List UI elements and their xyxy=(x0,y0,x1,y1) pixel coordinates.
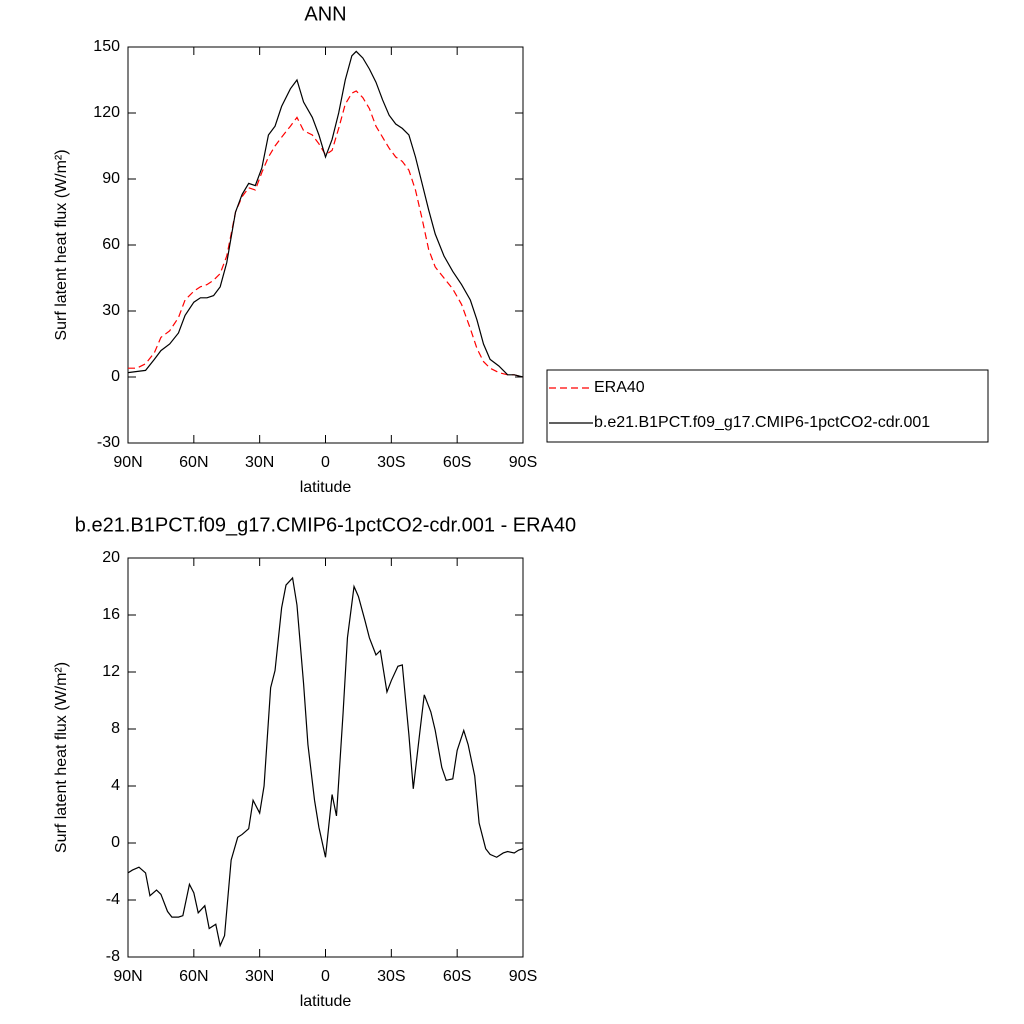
y-axis-label: Surf latent heat flux (W/m²) xyxy=(53,662,70,853)
legend-label: b.e21.B1PCT.f09_g17.CMIP6-1pctCO2-cdr.00… xyxy=(594,414,930,431)
data-line xyxy=(128,90,524,378)
y-tick-label: 0 xyxy=(111,368,120,385)
legend-box xyxy=(546,369,989,443)
x-tick-label: 60N xyxy=(179,454,208,471)
x-tick-label: 60N xyxy=(179,968,208,985)
x-tick-label: 30N xyxy=(245,968,274,985)
y-tick-label: 30 xyxy=(102,302,120,319)
y-tick-label: 150 xyxy=(93,38,120,55)
x-tick-label: 90N xyxy=(113,968,142,985)
data-line xyxy=(127,50,524,378)
x-tick-label: 90N xyxy=(113,454,142,471)
y-tick-label: -4 xyxy=(106,891,120,908)
y-tick-label: 8 xyxy=(111,720,120,737)
y-tick-label: 20 xyxy=(102,549,120,566)
y-tick-label: 90 xyxy=(102,170,120,187)
x-tick-label: 90S xyxy=(509,968,537,985)
chart-title: ANN xyxy=(304,3,346,25)
y-axis-label: Surf latent heat flux (W/m²) xyxy=(53,149,70,340)
y-tick-label: 12 xyxy=(102,663,120,680)
x-tick-label: 60S xyxy=(443,968,471,985)
plot-frame xyxy=(127,557,524,958)
y-tick-label: 16 xyxy=(102,606,120,623)
x-tick-label: 90S xyxy=(509,454,537,471)
x-axis-label: latitude xyxy=(300,479,352,496)
y-tick-label: 4 xyxy=(111,777,120,794)
data-line xyxy=(127,576,524,948)
y-tick-label: -30 xyxy=(97,434,120,451)
y-tick-label: 60 xyxy=(102,236,120,253)
x-tick-label: 30S xyxy=(377,968,405,985)
chart-title: b.e21.B1PCT.f09_g17.CMIP6-1pctCO2-cdr.00… xyxy=(75,514,576,536)
y-tick-label: 0 xyxy=(111,834,120,851)
plot-frame xyxy=(127,46,524,444)
y-tick-label: -8 xyxy=(106,948,120,965)
x-tick-label: 30S xyxy=(377,454,405,471)
y-tick-label: 120 xyxy=(93,104,120,121)
x-tick-label: 0 xyxy=(321,454,330,471)
x-axis-label: latitude xyxy=(300,993,352,1010)
x-tick-label: 0 xyxy=(321,968,330,985)
x-tick-label: 30N xyxy=(245,454,274,471)
x-tick-label: 60S xyxy=(443,454,471,471)
legend-label: ERA40 xyxy=(594,379,645,396)
